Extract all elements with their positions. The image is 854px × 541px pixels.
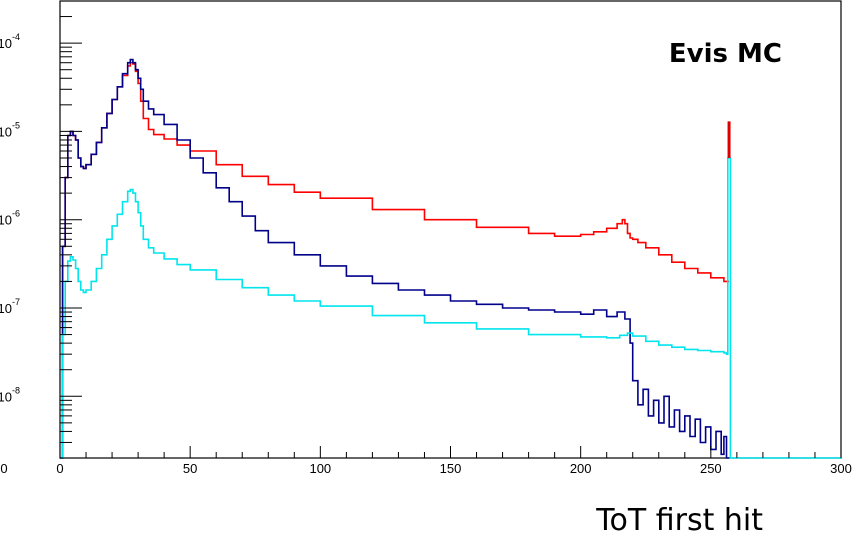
x-tick-label: 250 (700, 461, 722, 476)
x-axis-title: ToT first hit (595, 503, 763, 538)
x-tick-label: 300 (830, 461, 852, 476)
x-tick-label: 150 (440, 461, 462, 476)
x-tick-label: 0 (0, 461, 7, 476)
x-tick-label: 0 (56, 461, 63, 476)
series-layer (60, 58, 841, 459)
series-line-1 (60, 58, 730, 459)
x-tick-label: 100 (309, 461, 331, 476)
x-tick-label: 50 (183, 461, 197, 476)
series-line-2 (60, 157, 841, 459)
y-tick-exponent: -8 (12, 385, 20, 395)
y-tick-exponent: -6 (12, 209, 20, 219)
y-tick-label: 10 (0, 213, 12, 228)
y-tick-label: 10 (0, 301, 12, 316)
chart-annotation: Evis MC (669, 39, 782, 69)
y-tick-exponent: -7 (12, 297, 20, 307)
y-tick-label: 10 (0, 389, 12, 404)
x-tick-label: 200 (570, 461, 592, 476)
plot-area (59, 0, 842, 459)
y-tick-exponent: -4 (12, 32, 20, 42)
y-tick-label: 10 (0, 36, 12, 51)
y-tick-label: 10 (0, 124, 12, 139)
plot-frame (59, 0, 842, 459)
y-tick-exponent: -5 (12, 120, 20, 130)
